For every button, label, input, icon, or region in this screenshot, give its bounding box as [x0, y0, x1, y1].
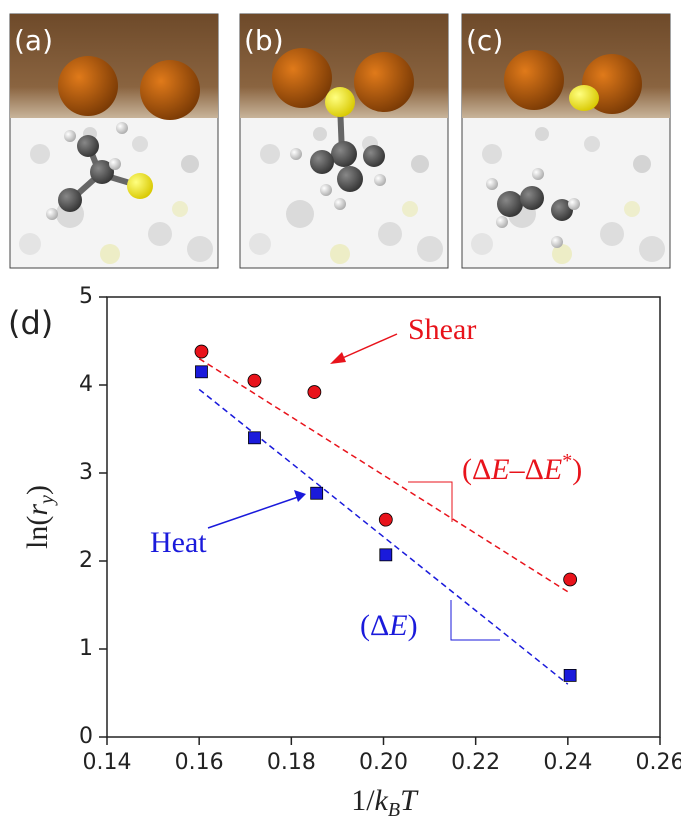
- x-tick-label: 0.22: [451, 750, 500, 775]
- slope-triangle: [451, 600, 500, 640]
- label-part: r: [21, 504, 54, 516]
- point: [248, 432, 260, 444]
- slope-label: (ΔE–ΔE*): [462, 450, 582, 486]
- label-part: E: [388, 609, 407, 642]
- arrow-head: [330, 352, 346, 364]
- x-tick-label: 0.14: [83, 750, 132, 775]
- arrow-head: [294, 490, 306, 502]
- panel-label: (b): [244, 24, 284, 57]
- slope-triangle: [408, 482, 452, 522]
- series-label: Shear: [408, 313, 476, 346]
- label-part: y: [36, 495, 58, 506]
- point: [311, 487, 323, 499]
- y-tick-label: 3: [79, 460, 93, 485]
- x-tick-label: 0.24: [543, 750, 592, 775]
- panel-label: (a): [14, 24, 53, 57]
- point: [380, 549, 392, 561]
- point: [564, 573, 577, 586]
- label-part: (Δ: [462, 453, 491, 486]
- series-label: Heat: [150, 526, 207, 559]
- point: [195, 345, 208, 358]
- label-part: ): [21, 485, 54, 495]
- panel-a: (a): [10, 14, 218, 268]
- label-part: T: [400, 784, 419, 817]
- x-tick-label: 0.26: [636, 750, 681, 775]
- arrow: [208, 497, 298, 528]
- x-tick-label: 0.16: [175, 750, 224, 775]
- point: [248, 374, 261, 387]
- point: [379, 513, 392, 526]
- label-part: ln(: [21, 516, 54, 549]
- label-part: ): [408, 609, 418, 642]
- label-part: B: [388, 799, 400, 821]
- panel-label: (c): [466, 24, 503, 57]
- y-tick-label: 5: [79, 284, 93, 309]
- y-axis-label: ln(ry): [21, 485, 58, 549]
- label-part: –Δ: [509, 453, 544, 486]
- point: [195, 366, 207, 378]
- x-tick-label: 0.18: [267, 750, 316, 775]
- label-part: (Δ: [360, 609, 389, 642]
- x-axis-label: 1/kBT: [351, 784, 419, 821]
- panel-label: (d): [8, 304, 53, 342]
- figure: (a) (b) (c) (d) 0.14 0.16 0.18 0.20 0.22 0.24…: [0, 0, 681, 825]
- y-tick-label: 2: [79, 548, 93, 573]
- label-part: k: [375, 784, 389, 817]
- label-part: E: [543, 453, 562, 486]
- panel-c: (c): [462, 14, 670, 268]
- arrow: [338, 334, 397, 360]
- label-part: ): [572, 453, 582, 486]
- label-part: 1/: [351, 784, 375, 817]
- slope-label: (ΔE): [360, 609, 418, 642]
- panel-b: (b): [240, 14, 448, 268]
- x-tick-label: 0.20: [359, 750, 408, 775]
- label-part: *: [562, 450, 572, 472]
- point: [308, 386, 321, 399]
- y-tick-label: 0: [79, 724, 93, 749]
- label-part: E: [490, 453, 509, 486]
- point: [564, 669, 576, 681]
- y-tick-label: 1: [79, 636, 93, 661]
- y-tick-label: 4: [79, 372, 93, 397]
